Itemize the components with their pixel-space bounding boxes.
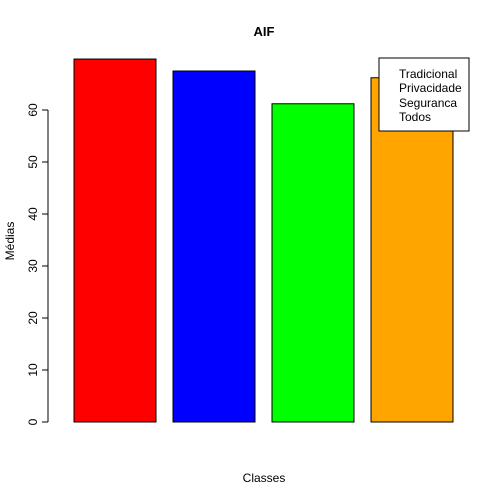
legend-entry-4: Todos: [399, 110, 431, 124]
y-tick-label-20: 20: [26, 311, 40, 325]
y-tick-label-40: 40: [26, 207, 40, 221]
y-tick-label-50: 50: [26, 155, 40, 169]
chart-title: AIF: [254, 24, 275, 39]
y-axis: 0 10 20 30 40 50 60: [26, 103, 49, 425]
bars-group: [73, 58, 454, 423]
y-tick-label-60: 60: [26, 103, 40, 117]
x-axis-label: Classes: [243, 471, 286, 485]
legend-box: [378, 57, 470, 132]
y-tick-label-10: 10: [26, 363, 40, 377]
legend: Tradicional Privacidade Seguranca Todos: [378, 57, 470, 132]
bar-2: [172, 70, 256, 423]
bar-1: [73, 58, 157, 423]
bar-3: [271, 103, 355, 423]
y-tick-label-30: 30: [26, 259, 40, 273]
legend-entry-2: Privacidade: [399, 81, 462, 95]
legend-entry-3: Seguranca: [399, 96, 457, 110]
y-axis-label: Médias: [3, 222, 17, 261]
bar-4: [370, 77, 454, 423]
y-tick-label-0: 0: [26, 418, 40, 425]
legend-entry-1: Tradicional: [399, 67, 457, 81]
